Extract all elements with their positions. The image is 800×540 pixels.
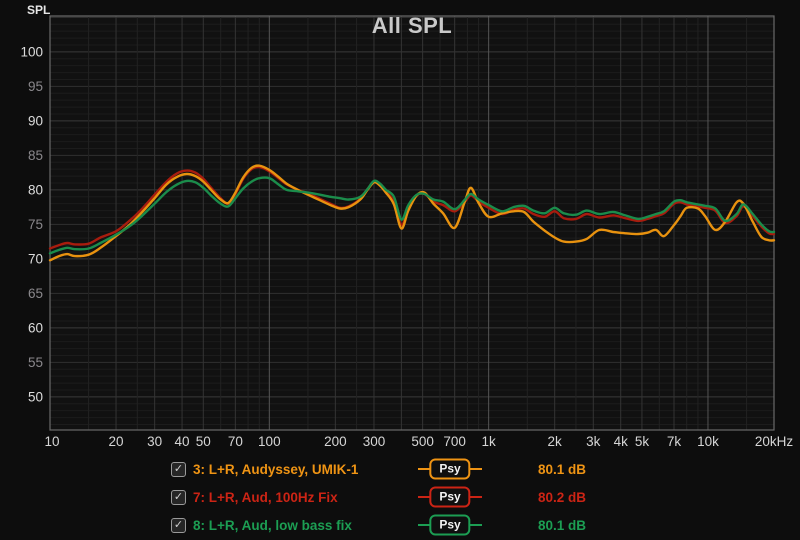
x-tick-label: 70 [228,434,243,449]
y-axis-title: SPL [27,3,51,17]
measurement-legend: ✓ 3: L+R, Audyssey, UMIK-1 Psy 80.1 dB ✓… [171,455,591,539]
x-tick-label: 20kHz [755,434,794,449]
measurement-checkbox[interactable]: ✓ [171,517,186,533]
legend-level-value: 80.2 dB [537,489,586,505]
psy-button[interactable]: Psy [429,514,471,536]
y-tick-label: 50 [28,389,43,404]
y-tick-label: 55 [28,355,43,370]
x-tick-label: 2k [548,434,563,449]
psy-button[interactable]: Psy [429,458,471,480]
psy-smoothing-control[interactable]: Psy [418,486,482,508]
legend-row-100hz-fix: ✓ 7: L+R, Aud, 100Hz Fix Psy 80.2 dB [171,483,591,511]
series-curve[interactable] [48,176,776,255]
legend-series-label[interactable]: 7: L+R, Aud, 100Hz Fix [193,489,338,505]
psy-smoothing-control[interactable]: Psy [418,458,482,480]
x-tick-label: 700 [443,434,466,449]
checkmark-icon: ✓ [173,518,184,531]
x-tick-label: 20 [109,434,124,449]
y-tick-label: 100 [20,44,43,59]
plot-border [49,15,775,431]
legend-row-audyssey: ✓ 3: L+R, Audyssey, UMIK-1 Psy 80.1 dB [171,455,591,483]
x-tick-label: 7k [667,434,682,449]
x-tick-label: 3k [586,434,601,449]
legend-series-label[interactable]: 8: L+R, Aud, low bass fix [193,517,352,533]
legend-level-value: 80.1 dB [537,461,586,477]
legend-level-value: 80.1 dB [537,517,586,533]
psy-smoothing-control[interactable]: Psy [418,514,482,536]
x-tick-label: 100 [258,434,281,449]
y-tick-label: 90 [28,113,43,128]
x-tick-label: 300 [363,434,386,449]
x-tick-label: 4k [614,434,629,449]
y-tick-label: 70 [28,251,43,266]
psy-button[interactable]: Psy [429,486,471,508]
chart-title: All SPL [371,13,453,38]
legend-row-low-bass-fix: ✓ 8: L+R, Aud, low bass fix Psy 80.1 dB [171,511,591,539]
x-tick-label: 200 [324,434,347,449]
checkmark-icon: ✓ [173,462,184,475]
legend-series-label[interactable]: 3: L+R, Audyssey, UMIK-1 [193,461,359,477]
x-tick-label: 1k [482,434,497,449]
checkmark-icon: ✓ [173,490,184,503]
x-tick-label: 5k [635,434,650,449]
measurement-checkbox[interactable]: ✓ [171,461,186,477]
y-tick-label: 80 [28,182,43,197]
spl-frequency-graph[interactable]: 50 60 70 80 90 100 55 65 75 85 95 10 20 30 40 50 70 100 20… [0,0,800,455]
y-tick-label: 65 [28,286,43,301]
measurement-checkbox[interactable]: ✓ [171,489,186,505]
x-tick-label: 10 [44,434,59,449]
y-tick-label: 75 [28,217,43,232]
x-tick-label: 40 [175,434,190,449]
y-tick-label: 95 [28,79,43,94]
x-tick-label: 500 [411,434,434,449]
x-tick-label: 50 [196,434,211,449]
x-tick-label: 30 [147,434,162,449]
y-tick-label: 60 [28,320,43,335]
plot-area[interactable] [50,16,774,430]
series-curve[interactable] [48,164,776,262]
y-tick-label: 85 [28,148,43,163]
x-tick-label: 10k [697,434,719,449]
